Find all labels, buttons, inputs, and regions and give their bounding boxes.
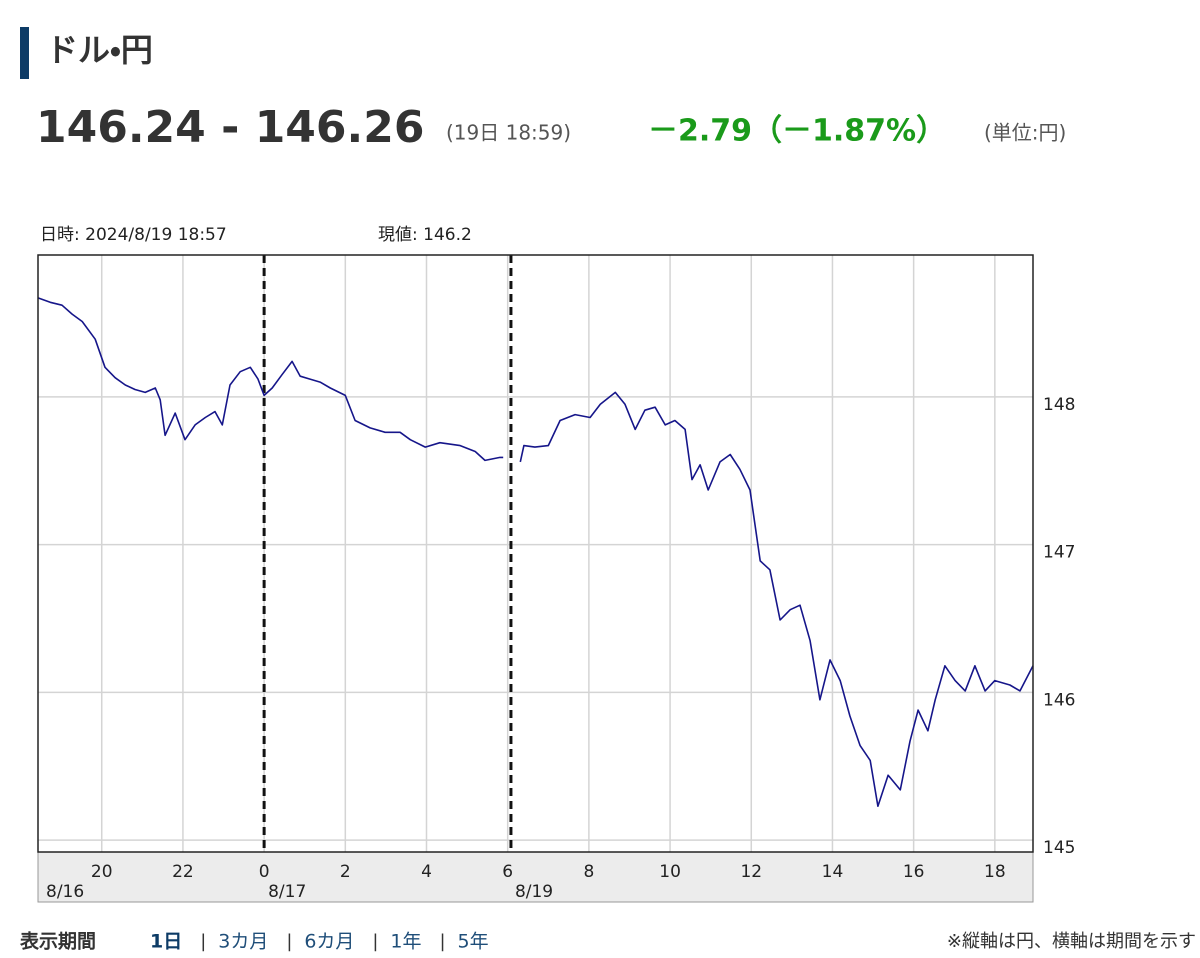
separator: | — [286, 931, 292, 952]
x-tick-label: 12 — [740, 862, 762, 882]
period-link[interactable]: 3カ月 — [218, 931, 268, 953]
period-link[interactable]: 1日 — [150, 931, 182, 953]
x-tick-label: 18 — [984, 862, 1006, 882]
x-axis-band — [37, 851, 1034, 903]
time: (19日 18:59) — [446, 121, 571, 145]
separator: | — [440, 931, 446, 952]
date-label: 8/19 — [515, 882, 553, 902]
y-tick-label: 145 — [1043, 838, 1075, 858]
title-bar — [20, 27, 29, 79]
x-tick-label: 22 — [172, 862, 194, 882]
plot — [37, 255, 1034, 852]
note: ※縦軸は円、横軸は期間を示す — [947, 931, 1196, 952]
y-tick-label: 147 — [1043, 543, 1075, 563]
x-tick-label: 0 — [259, 862, 270, 882]
price-line — [37, 297, 1034, 807]
datetime: 日時: 2024/8/19 18:57 — [40, 225, 227, 245]
y-tick-label: 148 — [1043, 395, 1075, 415]
period-link[interactable]: 6カ月 — [304, 931, 354, 953]
period-link[interactable]: 5年 — [458, 931, 489, 953]
x-tick-label: 10 — [659, 862, 681, 882]
current-value: 現値: 146.2 — [378, 225, 472, 245]
x-tick-label: 6 — [502, 862, 513, 882]
plot-frame — [37, 254, 1034, 853]
change: －2.79（－1.87%） — [648, 114, 946, 149]
date-label: 8/16 — [46, 882, 84, 902]
x-tick-label: 4 — [421, 862, 432, 882]
period-label: 表示期間 — [19, 930, 96, 953]
price: 146.24 - 146.26 — [36, 102, 424, 153]
x-tick-label: 20 — [91, 862, 113, 882]
title: ドル・円 — [46, 31, 153, 69]
unit: (単位:円) — [984, 121, 1066, 145]
date-label: 8/17 — [268, 882, 306, 902]
periods: 1日 | 3カ月 | 6カ月 | 1年 | 5年 — [150, 931, 489, 953]
period-link[interactable]: 1年 — [390, 931, 421, 953]
separator: | — [200, 931, 206, 952]
separator: | — [372, 931, 378, 952]
x-tick-label: 2 — [340, 862, 351, 882]
x-tick-label: 16 — [903, 862, 925, 882]
x-tick-label: 8 — [583, 862, 594, 882]
x-tick-label: 14 — [822, 862, 844, 882]
y-tick-label: 146 — [1043, 690, 1075, 710]
